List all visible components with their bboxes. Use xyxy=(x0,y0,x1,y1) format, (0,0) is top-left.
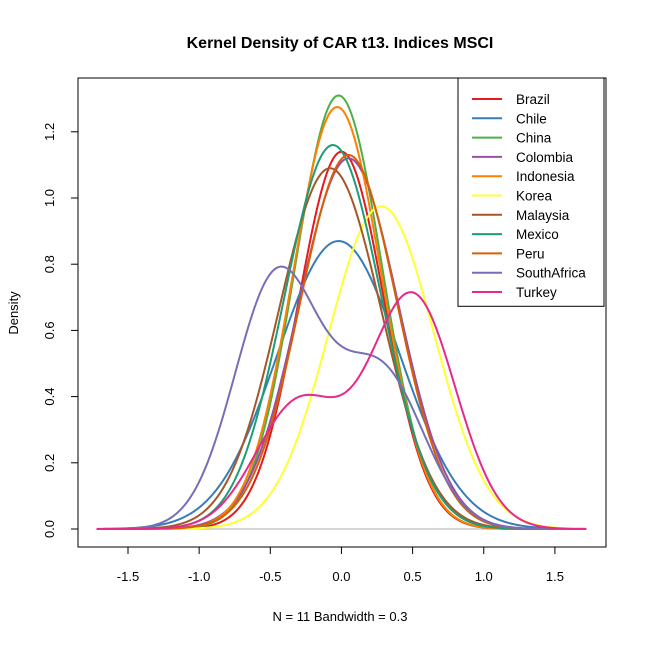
x-tick-label: -0.5 xyxy=(259,569,281,584)
legend-label: SouthAfrica xyxy=(516,266,586,281)
legend-label: Indonesia xyxy=(516,169,575,184)
x-tick-label: 0.5 xyxy=(404,569,422,584)
legend: Brazil Chile China Colombia Indonesia Korea Ma… xyxy=(457,77,605,307)
legend-label: Korea xyxy=(516,189,553,204)
legend-label: Mexico xyxy=(516,227,559,242)
x-tick-label: -1.0 xyxy=(188,569,210,584)
legend-label: Malaysia xyxy=(516,208,570,223)
density-curve-chile xyxy=(96,240,587,530)
legend-box xyxy=(457,77,605,307)
legend-label: Colombia xyxy=(516,150,574,165)
x-tick-label: -1.5 xyxy=(117,569,139,584)
density-curve-turkey xyxy=(96,291,587,530)
y-tick-label: 0.8 xyxy=(42,255,57,273)
legend-label: Turkey xyxy=(516,285,557,300)
legend-label: Brazil xyxy=(516,92,550,107)
y-tick-label: 0.6 xyxy=(42,321,57,339)
x-tick-label: 0.0 xyxy=(332,569,350,584)
y-tick-label: 1.2 xyxy=(42,123,57,141)
y-tick-label: 0.4 xyxy=(42,388,57,406)
y-tick-label: 1.0 xyxy=(42,189,57,207)
x-axis-title: N = 11 Bandwidth = 0.3 xyxy=(273,609,408,624)
x-tick-label: 1.0 xyxy=(475,569,493,584)
y-tick-label: 0.0 xyxy=(42,520,57,538)
legend-label: Peru xyxy=(516,246,545,261)
chart-title: Kernel Density of CAR t13. Indices MSCI xyxy=(187,35,494,52)
y-axis-title: Density xyxy=(6,291,21,335)
legend-label: China xyxy=(516,131,552,146)
y-tick-label: 0.2 xyxy=(42,454,57,472)
legend-label: Chile xyxy=(516,111,547,126)
plot-frame xyxy=(77,77,607,548)
density-curve-southafrica xyxy=(96,265,587,530)
x-tick-label: 1.5 xyxy=(546,569,564,584)
